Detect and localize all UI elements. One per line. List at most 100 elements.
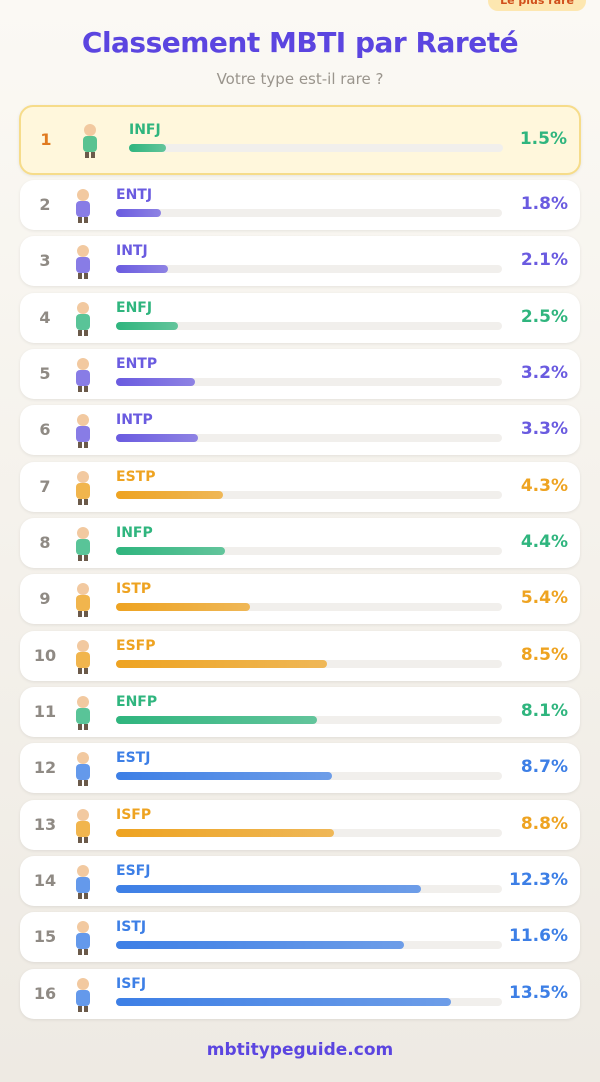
bar-track (116, 715, 502, 724)
rank-number: 16 (33, 983, 57, 1003)
rank-row: 4 ENFJ 2.5% (20, 292, 580, 343)
value-label: 1.8% (520, 194, 568, 214)
bar-track (116, 321, 502, 330)
rank-number: 11 (33, 701, 57, 721)
bar (116, 659, 327, 668)
rank-row: 6 INTP 3.3% (20, 405, 580, 456)
avatar (72, 187, 94, 223)
bar-track (116, 884, 502, 893)
bar-track (116, 772, 502, 781)
chart-subtitle: Votre type est-il rare ? (216, 70, 384, 88)
bar-track (116, 209, 502, 217)
rank-row: 9 ISTP 5.4% (20, 574, 580, 625)
avatar (72, 863, 94, 899)
avatar (72, 356, 94, 392)
avatar-figure (76, 583, 90, 618)
avatar (72, 525, 94, 561)
avatar-figure (76, 189, 90, 223)
avatar (72, 638, 94, 674)
value-label: 13.5% (509, 982, 568, 1003)
rank-number: 4 (39, 307, 51, 327)
value-label: 2.5% (520, 306, 568, 327)
footer: mbtitypeguide.com (206, 1040, 394, 1060)
rank-number: 13 (33, 814, 57, 834)
avatar-figure (76, 921, 90, 956)
rank-number: 3 (39, 251, 51, 271)
value-label: 2.1% (520, 250, 568, 271)
rank-number: 15 (33, 927, 57, 947)
value-label: 1.5% (519, 129, 567, 149)
type-label: ENFP (116, 693, 158, 710)
rank-row: 15 ISTJ 11.6% (20, 912, 580, 963)
avatar-figure (76, 977, 90, 1012)
bar-track (116, 659, 502, 668)
avatar-figure (76, 526, 90, 561)
avatar (72, 750, 94, 787)
value-label: 8.1% (520, 700, 568, 721)
bar-track (116, 828, 502, 837)
rank-number: 8 (39, 532, 51, 552)
bar-track (116, 603, 502, 612)
bar-track (116, 490, 502, 499)
rank-row: 7 ESTP 4.3% (20, 461, 580, 512)
type-label: ENFJ (116, 299, 153, 316)
rank-number: 10 (33, 645, 57, 665)
rank-row: 1 INFJ 1.5% (19, 105, 581, 175)
type-label: INTP (116, 412, 153, 429)
type-label: INTJ (116, 243, 148, 260)
value-label: 4.4% (520, 531, 568, 552)
avatar (72, 694, 94, 730)
type-label: ISFP (116, 806, 152, 823)
value-label: 5.4% (520, 588, 568, 609)
type-label: ESFJ (116, 862, 151, 879)
bar (116, 321, 178, 330)
rank-row: 5 ENTP 3.2% (20, 348, 580, 399)
avatar-figure (76, 357, 90, 392)
rank-number: 5 (39, 363, 51, 383)
bar (116, 772, 332, 781)
bar-track (129, 144, 503, 152)
avatar (72, 412, 94, 449)
avatar-figure (76, 414, 90, 449)
avatar-figure (76, 752, 90, 787)
rank-row: 10 ESFP 8.5% (20, 630, 580, 681)
rank-row: 12 ESTJ 8.7% (20, 743, 580, 794)
rank-number: 6 (39, 420, 51, 440)
type-label: INFP (116, 524, 153, 541)
avatar-figure (76, 245, 90, 280)
bar-track (116, 434, 502, 443)
avatar (72, 919, 94, 956)
avatar-figure (76, 864, 90, 899)
avatar-figure (83, 124, 97, 158)
value-label: 3.2% (520, 362, 568, 383)
rank-row: 8 INFP 4.4% (20, 517, 580, 568)
rank-number: 12 (33, 758, 57, 778)
type-label: ISTJ (116, 919, 147, 936)
value-label: 8.8% (520, 813, 568, 834)
bar-track (116, 941, 502, 950)
type-label: ESTJ (116, 750, 151, 767)
rank-number: 2 (39, 195, 51, 214)
avatar-figure (76, 695, 90, 730)
bar (116, 434, 198, 443)
rank-row: 2 ENTJ 1.8% (20, 180, 580, 230)
value-label: 11.6% (509, 926, 568, 947)
avatar (72, 243, 94, 280)
value-label: 3.3% (520, 419, 568, 440)
bar (116, 603, 250, 612)
rank-row: 16 ISFJ 13.5% (20, 968, 580, 1019)
avatar (72, 807, 94, 843)
value-label: 12.3% (509, 869, 568, 890)
bar-track (116, 546, 502, 555)
bar (116, 828, 335, 837)
avatar-figure (76, 301, 90, 336)
bar (116, 715, 317, 724)
avatar (72, 581, 94, 618)
bar-track (116, 377, 502, 386)
rank-number: 7 (39, 476, 51, 496)
chart-title: Classement MBTI par Rareté (81, 26, 519, 59)
avatar-figure (76, 639, 90, 674)
bar (116, 265, 169, 274)
bar (116, 546, 226, 555)
